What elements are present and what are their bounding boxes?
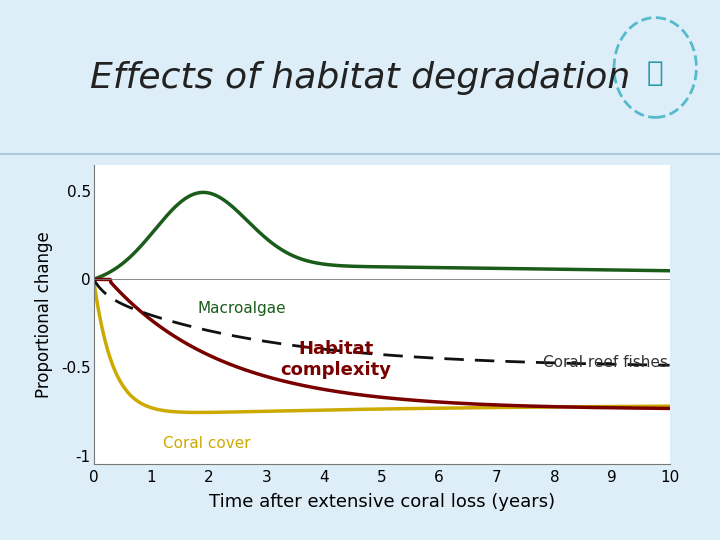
Text: Effects of habitat degradation: Effects of habitat degradation	[90, 62, 630, 95]
X-axis label: Time after extensive coral loss (years): Time after extensive coral loss (years)	[209, 493, 554, 511]
Text: Macroalgae: Macroalgae	[197, 301, 286, 316]
Text: Habitat
complexity: Habitat complexity	[280, 340, 391, 379]
Text: Coral reef fishes: Coral reef fishes	[543, 355, 667, 370]
Text: Coral cover: Coral cover	[163, 436, 251, 451]
Y-axis label: Proportional change: Proportional change	[35, 231, 53, 398]
Text: ⛵: ⛵	[647, 59, 664, 87]
